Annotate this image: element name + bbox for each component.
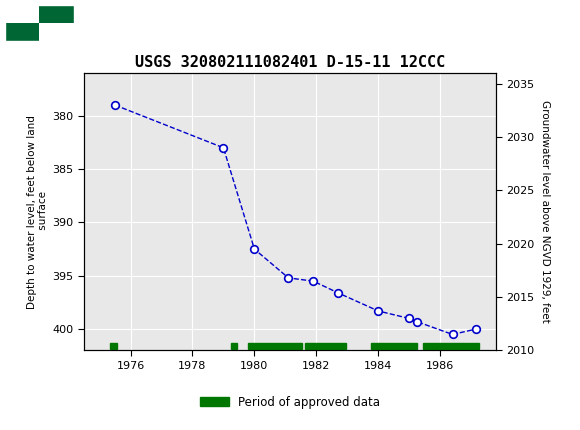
Bar [306, 343, 346, 349]
Bar [5, 4, 39, 22]
Bar [110, 343, 117, 349]
Y-axis label: Groundwater level above NGVD 1929, feet: Groundwater level above NGVD 1929, feet [540, 100, 550, 323]
Bar [5, 22, 39, 41]
Text: USGS: USGS [84, 14, 135, 31]
Bar [39, 22, 74, 41]
Bar [39, 4, 74, 22]
Bar [5, 4, 74, 41]
Legend: Period of approved data: Period of approved data [195, 391, 385, 413]
Bar [371, 343, 417, 349]
Bar [248, 343, 302, 349]
Bar [423, 343, 479, 349]
Bar [5, 4, 74, 41]
Bar [231, 343, 237, 349]
Y-axis label: Depth to water level, feet below land
 surface: Depth to water level, feet below land su… [27, 115, 48, 309]
Text: USGS 320802111082401 D-15-11 12CCC: USGS 320802111082401 D-15-11 12CCC [135, 55, 445, 70]
